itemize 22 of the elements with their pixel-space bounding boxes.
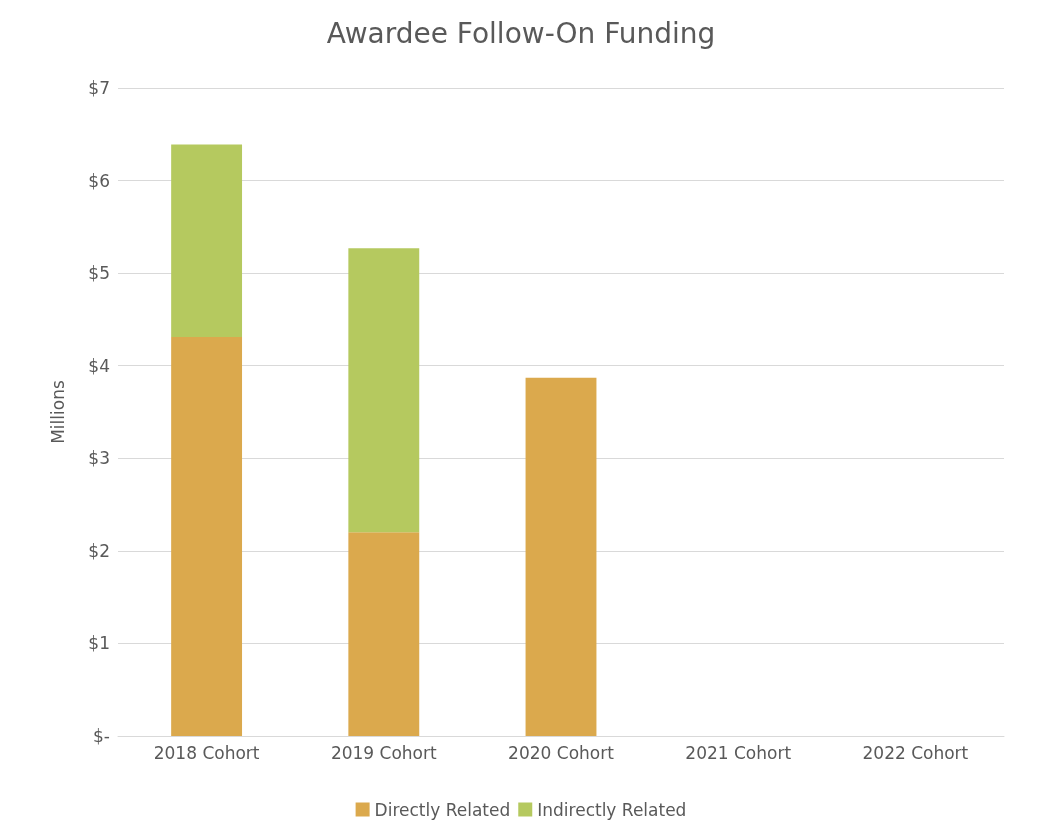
- y-tick-label: $3: [88, 448, 110, 469]
- bar: [171, 337, 243, 736]
- y-tick-label: $6: [88, 170, 110, 191]
- y-tick-label: $1: [88, 633, 110, 654]
- y-tick-label: $-: [93, 726, 110, 746]
- y-axis-title: Millions: [47, 380, 68, 444]
- bar: [348, 248, 420, 533]
- legend-label: Directly Related: [374, 799, 511, 820]
- x-tick-label: 2021 Cohort: [685, 742, 792, 763]
- y-tick-label: $5: [88, 263, 110, 284]
- bar: [171, 144, 243, 338]
- x-tick-label: 2020 Cohort: [508, 742, 615, 763]
- y-tick-label: $4: [88, 355, 110, 376]
- y-tick-label: $7: [88, 78, 110, 98]
- x-tick-label: 2019 Cohort: [330, 742, 438, 763]
- x-tick-label: 2022 Cohort: [862, 742, 969, 763]
- bar: [525, 377, 597, 736]
- x-tick-label: 2018 Cohort: [153, 742, 260, 763]
- legend-label: Indirectly Related: [537, 799, 687, 820]
- bar: [348, 532, 420, 736]
- chart-title: Awardee Follow-On Funding: [326, 16, 716, 50]
- y-tick-label: $2: [88, 540, 110, 561]
